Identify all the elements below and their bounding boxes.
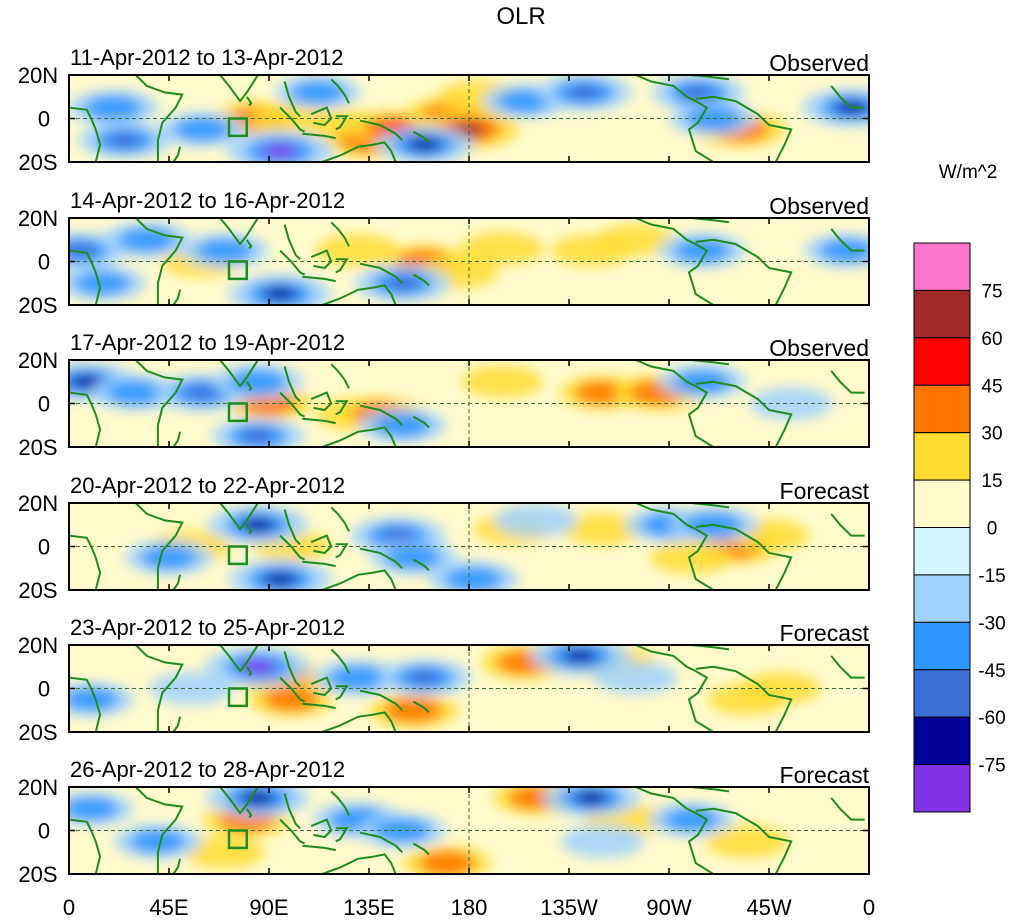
x-tick-label: 180 bbox=[451, 895, 488, 920]
x-tick-label: 45W bbox=[746, 895, 791, 920]
panel-kind-label: Forecast bbox=[780, 478, 870, 504]
y-tick-label: 20N bbox=[18, 633, 58, 658]
panel-1: 20N 0 20S 11-Apr-2012 to 13-Apr-2012 Observe… bbox=[18, 45, 870, 175]
y-tick-label: 20N bbox=[18, 491, 58, 516]
colorbar-tick-label: 75 bbox=[981, 281, 1002, 302]
colorbar-swatch bbox=[913, 432, 971, 481]
panel-date-range: 26-Apr-2012 to 28-Apr-2012 bbox=[70, 757, 345, 782]
x-axis: 0 45E 90E 135E 180 135W 90W 45W 0 bbox=[63, 895, 875, 920]
panel-date-range: 23-Apr-2012 to 25-Apr-2012 bbox=[70, 615, 345, 640]
y-tick-label: 20S bbox=[18, 150, 57, 175]
panel-kind-label: Forecast bbox=[780, 620, 870, 646]
olr-field bbox=[69, 787, 865, 874]
colorbar-tick-label: -15 bbox=[978, 566, 1005, 587]
colorbar-unit-label: W/m^2 bbox=[939, 162, 998, 183]
colorbar-tick-label: 45 bbox=[981, 376, 1002, 397]
colorbar-tick-label: -45 bbox=[978, 661, 1005, 682]
olr-field bbox=[69, 360, 865, 447]
colorbar-tick-label: -75 bbox=[978, 756, 1005, 777]
panel-kind-label: Observed bbox=[769, 50, 869, 76]
region-box bbox=[227, 117, 249, 138]
colorbar-swatch bbox=[913, 384, 971, 434]
colorbar-swatch bbox=[913, 242, 971, 291]
y-tick-label: 0 bbox=[38, 677, 50, 702]
colorbar-tick-label: 0 bbox=[987, 519, 998, 540]
coastlines bbox=[69, 787, 865, 874]
y-tick-label: 20S bbox=[18, 293, 57, 318]
y-tick-label: 0 bbox=[38, 392, 50, 417]
colorbar-swatch bbox=[913, 527, 971, 576]
y-tick-label: 20S bbox=[18, 720, 57, 745]
y-tick-label: 20N bbox=[18, 63, 58, 88]
olr-field bbox=[69, 503, 865, 590]
region-box bbox=[227, 687, 249, 708]
y-tick-label: 20N bbox=[18, 775, 58, 800]
y-tick-label: 20S bbox=[18, 435, 57, 460]
panel-2: 20N 0 20S 14-Apr-2012 to 16-Apr-2012 Observe… bbox=[18, 188, 870, 318]
panel-kind-label: Forecast bbox=[780, 762, 870, 788]
panel-date-range: 14-Apr-2012 to 16-Apr-2012 bbox=[70, 188, 345, 213]
y-tick-label: 20N bbox=[18, 348, 58, 373]
colorbar-swatch bbox=[913, 764, 971, 813]
x-tick-label: 45E bbox=[149, 895, 188, 920]
colorbar-swatch bbox=[913, 574, 971, 623]
y-tick-label: 20S bbox=[18, 862, 57, 887]
panel-kind-label: Observed bbox=[769, 193, 869, 219]
region-box bbox=[227, 260, 249, 281]
colorbar-tick-label: -30 bbox=[978, 613, 1005, 634]
coastlines bbox=[69, 645, 865, 732]
x-tick-label: 90W bbox=[646, 895, 691, 920]
x-tick-label: 0 bbox=[863, 895, 875, 920]
panel-date-range: 17-Apr-2012 to 19-Apr-2012 bbox=[70, 330, 345, 355]
colorbar-swatch bbox=[913, 337, 971, 386]
colorbar-tick-label: 15 bbox=[981, 471, 1002, 492]
colorbar-swatch bbox=[913, 716, 971, 766]
colorbar: W/m^2 75 60 45 30 15 0 -15 -30 -45 -60 -75 bbox=[913, 162, 1006, 813]
panel-date-range: 11-Apr-2012 to 13-Apr-2012 bbox=[70, 45, 344, 70]
y-tick-label: 0 bbox=[38, 535, 50, 560]
x-tick-label: 90E bbox=[249, 895, 288, 920]
panel-5: 20N 0 20S 23-Apr-2012 to 25-Apr-2012 Forecas… bbox=[18, 615, 870, 745]
colorbar-swatch bbox=[913, 669, 971, 718]
region-box bbox=[227, 545, 249, 566]
y-tick-label: 0 bbox=[38, 819, 50, 844]
panel-4: 20N 0 20S 20-Apr-2012 to 22-Apr-2012 Forecas… bbox=[18, 473, 870, 603]
x-tick-label: 135E bbox=[343, 895, 394, 920]
olr-field bbox=[69, 75, 869, 162]
y-tick-label: 0 bbox=[38, 250, 50, 275]
y-tick-label: 0 bbox=[38, 107, 50, 132]
colorbar-tick-label: -60 bbox=[978, 708, 1005, 729]
colorbar-tick-label: 60 bbox=[981, 329, 1002, 350]
region-box bbox=[227, 402, 249, 423]
panel-kind-label: Observed bbox=[769, 335, 869, 361]
region-box bbox=[227, 829, 249, 850]
y-tick-label: 20N bbox=[18, 206, 58, 231]
colorbar-swatch bbox=[913, 621, 971, 671]
chart-title: OLR bbox=[496, 3, 545, 30]
coastlines bbox=[69, 218, 865, 305]
coastlines bbox=[69, 75, 865, 162]
coastlines bbox=[69, 503, 865, 590]
panel-6: 20N 0 20S 26-Apr-2012 to 28-Apr-2012 Forecas… bbox=[18, 757, 870, 887]
x-tick-label: 0 bbox=[63, 895, 75, 920]
colorbar-swatch bbox=[913, 289, 971, 339]
y-tick-label: 20S bbox=[18, 578, 57, 603]
colorbar-swatch bbox=[913, 479, 971, 529]
panels-group: 20N 0 20S 11-Apr-2012 to 13-Apr-2012 Observe… bbox=[18, 45, 870, 887]
colorbar-tick-label: 30 bbox=[981, 424, 1002, 445]
panel-3: 20N 0 20S 17-Apr-2012 to 19-Apr-2012 Observe… bbox=[18, 330, 870, 460]
x-tick-label: 135W bbox=[540, 895, 598, 920]
panel-date-range: 20-Apr-2012 to 22-Apr-2012 bbox=[70, 473, 345, 498]
